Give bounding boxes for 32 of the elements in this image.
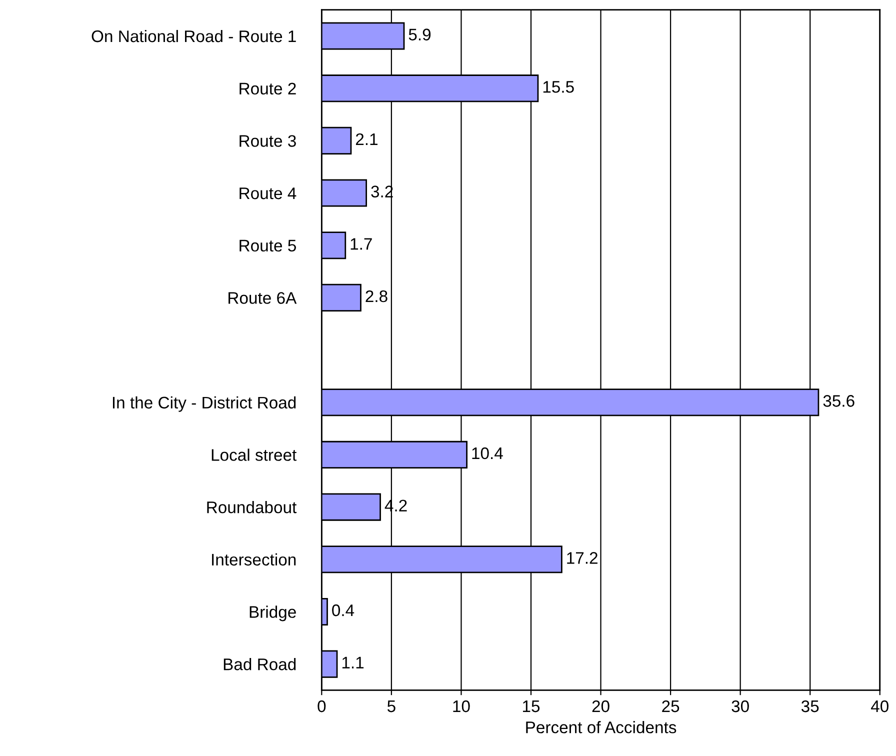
x-tick-label: 20 (592, 700, 610, 712)
y-tick-label: Route 5 (240, 240, 296, 252)
x-tick-label: 10 (453, 700, 470, 712)
y-tick-label: Bridge (250, 606, 296, 622)
data-label: 17.2 (567, 552, 598, 564)
y-tick-label: Route 6A (228, 292, 297, 304)
data-label: 15.5 (543, 81, 574, 93)
data-label: 0.4 (332, 604, 354, 616)
data-label: 1.1 (342, 656, 364, 668)
y-tick-label: Intersection (212, 553, 296, 566)
x-axis-title: Percent of Accidents (526, 721, 676, 734)
data-label: 10.4 (472, 447, 503, 460)
data-label: 2.8 (366, 290, 388, 302)
y-tick-label: Roundabout (207, 501, 297, 514)
y-tick-label: Route 3 (240, 135, 296, 147)
data-label: 2.1 (356, 133, 378, 145)
data-label: 1.7 (350, 238, 372, 250)
x-tick-label: 35 (801, 700, 819, 712)
y-tick-label: Route 4 (240, 188, 296, 200)
y-tick-label: On National Road - Route 1 (92, 30, 296, 42)
x-tick-label: 30 (732, 700, 749, 712)
data-label: 35.6 (823, 395, 854, 407)
data-label: 5.9 (408, 28, 431, 40)
y-tick-label: Local street (212, 448, 297, 461)
x-tick-label: 25 (662, 700, 680, 712)
x-tick-label: 15 (522, 700, 540, 712)
x-tick-label: 40 (870, 700, 888, 712)
x-tick-label: 0 (318, 700, 326, 712)
y-tick-label: Bad Road (224, 658, 296, 670)
x-tick-label: 5 (387, 700, 396, 712)
y-tick-label: Route 2 (240, 82, 296, 95)
y-tick-label: In the City - District Road (112, 396, 296, 412)
